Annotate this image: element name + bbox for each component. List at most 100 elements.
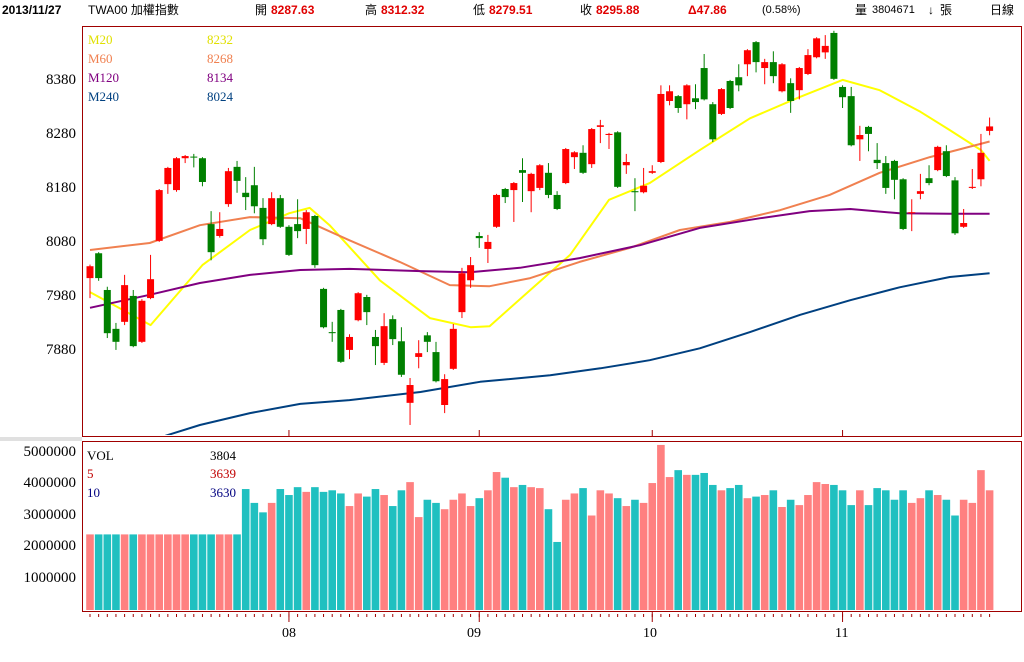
volume-bar (388, 506, 397, 610)
candle-body (666, 91, 674, 101)
price-tick-label: 8280 (46, 126, 76, 142)
candle-body (423, 335, 431, 342)
candle-body (648, 171, 656, 173)
candle (475, 232, 483, 248)
candle (415, 340, 423, 369)
month-label: 11 (835, 626, 849, 641)
volume-bar (337, 493, 345, 610)
volume-bar (466, 506, 475, 610)
candle (752, 41, 760, 73)
candle-body (839, 86, 847, 98)
volume-bar (830, 484, 838, 610)
candle (328, 321, 336, 342)
candle (536, 164, 544, 191)
candle (648, 165, 656, 174)
candle (787, 78, 795, 113)
candle (112, 322, 120, 350)
candle-body (544, 172, 552, 195)
candle (155, 189, 163, 242)
volume-bar (311, 487, 319, 610)
period-selector[interactable]: 日線 (990, 3, 1015, 17)
candle (674, 95, 682, 113)
candle (986, 117, 994, 136)
price-tick-label: 7880 (46, 342, 76, 358)
candle (406, 378, 414, 425)
candle-body (147, 279, 155, 299)
candle-body (527, 173, 535, 192)
candle-body (389, 319, 397, 340)
candle-body (363, 297, 371, 313)
volume-bar (544, 509, 553, 610)
date: 2013/11/27 (2, 3, 62, 17)
candle (371, 329, 379, 366)
volume-bar (86, 534, 94, 610)
candle (423, 332, 431, 353)
candle (493, 193, 501, 228)
candle-body (216, 228, 224, 236)
volume-tick-label: 1000000 (23, 570, 77, 586)
candle (216, 212, 224, 238)
candle (717, 88, 725, 116)
candle-body (847, 96, 855, 146)
candle-body (631, 191, 639, 193)
candle (380, 313, 388, 366)
close-value: 8295.88 (596, 3, 640, 17)
candle-body (605, 133, 613, 135)
open-value: 8287.63 (271, 3, 315, 17)
volume-bar (579, 488, 587, 610)
candle-body (916, 191, 924, 194)
candle-body (302, 212, 310, 229)
candle-body (890, 160, 898, 180)
candle (692, 84, 699, 110)
candle (501, 187, 509, 204)
candle (242, 177, 250, 211)
candle-body (112, 328, 120, 342)
volume-tick-label: 5000000 (23, 444, 77, 460)
candle (198, 157, 206, 187)
volume-bar (977, 470, 985, 610)
candle (778, 63, 786, 93)
candle (960, 208, 968, 228)
candle (190, 153, 198, 168)
candle (527, 172, 535, 213)
candle-body (882, 163, 890, 188)
volume-bar (302, 491, 311, 610)
candle (510, 181, 518, 222)
close-label: 收 (580, 3, 593, 17)
volume-bar (648, 483, 657, 610)
volume-bar (120, 534, 129, 610)
volume-bar (882, 490, 890, 610)
candle-body (804, 55, 812, 74)
volume-bar (354, 493, 362, 610)
volume-bar (587, 515, 596, 610)
candle-body (173, 158, 180, 191)
candle-body (276, 198, 284, 227)
candle (622, 153, 630, 174)
candle (899, 178, 907, 231)
volume-bar (769, 490, 778, 610)
candle-body (925, 178, 933, 184)
candle (743, 49, 751, 77)
candle-body (519, 170, 526, 173)
volume-bar (215, 534, 224, 610)
candle-body (899, 179, 907, 229)
candle (761, 58, 769, 85)
candle (821, 35, 829, 59)
volume-bar (276, 489, 285, 610)
candle (285, 225, 293, 256)
candle-body (813, 38, 821, 58)
candle (847, 86, 855, 147)
candle (95, 252, 103, 281)
candle (320, 287, 328, 329)
volume-bar (138, 534, 146, 610)
legend-m20-value: 8232 (207, 32, 233, 47)
candle (484, 234, 492, 263)
candle-body (311, 216, 319, 266)
candle (467, 257, 475, 288)
volume-bar (864, 505, 873, 610)
candle-body (415, 353, 423, 357)
legend-vol-name: VOL (87, 448, 114, 463)
candle-body (198, 158, 206, 182)
candle-body (285, 226, 293, 255)
candle-body (640, 185, 648, 193)
